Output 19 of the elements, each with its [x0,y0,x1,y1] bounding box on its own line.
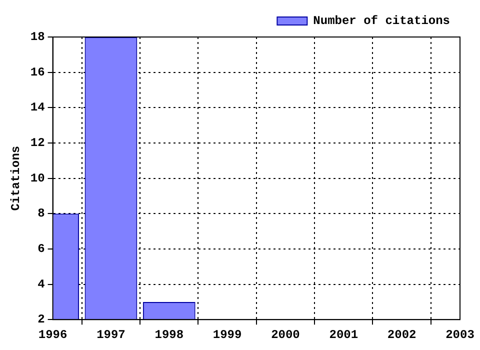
x-tick-label: 2003 [446,328,474,342]
x-tick-label: 1996 [38,328,68,342]
legend-label: Number of citations [313,14,450,28]
y-tick-label: 10 [30,171,45,186]
x-tick-label: 1999 [212,328,242,342]
x-tick-label: 1997 [96,328,126,342]
x-tick-label: 1998 [154,328,184,342]
y-tick-label: 18 [30,30,45,44]
y-tick-label: 12 [30,136,45,150]
y-tick-label: 4 [38,277,45,292]
y-tick-label: 16 [30,65,45,80]
x-tick-label: 2000 [271,328,300,342]
y-tick-label: 6 [38,242,45,256]
y-tick-label: 2 [38,312,45,327]
y-axis-title: Citations [9,146,24,211]
x-tick-label: 2001 [329,328,358,342]
y-tick-label: 8 [38,206,45,221]
x-tick-label: 2002 [387,328,416,342]
y-tick-label: 14 [30,100,45,115]
